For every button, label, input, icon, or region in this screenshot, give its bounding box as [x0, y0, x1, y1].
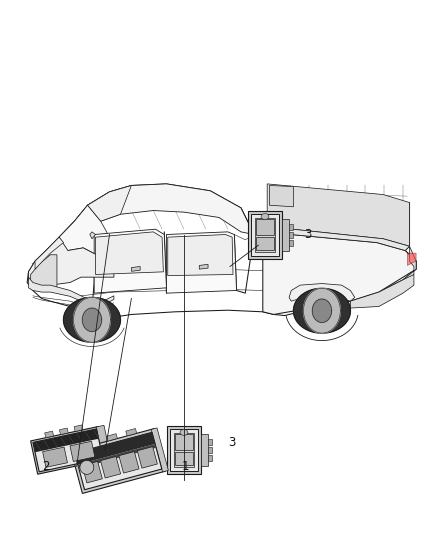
- Polygon shape: [167, 426, 201, 474]
- Polygon shape: [256, 219, 274, 235]
- Polygon shape: [101, 456, 120, 478]
- Polygon shape: [289, 231, 293, 238]
- Polygon shape: [261, 214, 269, 220]
- Polygon shape: [82, 308, 102, 332]
- Polygon shape: [64, 297, 120, 342]
- Polygon shape: [95, 232, 163, 274]
- Polygon shape: [403, 246, 416, 285]
- Polygon shape: [126, 429, 137, 436]
- Polygon shape: [350, 274, 414, 308]
- Polygon shape: [407, 253, 416, 265]
- Polygon shape: [88, 184, 254, 235]
- Polygon shape: [42, 447, 67, 467]
- Polygon shape: [208, 447, 212, 454]
- Polygon shape: [75, 432, 162, 490]
- Polygon shape: [82, 462, 102, 483]
- Polygon shape: [131, 266, 140, 271]
- Polygon shape: [33, 429, 99, 453]
- Polygon shape: [289, 284, 355, 301]
- Polygon shape: [180, 430, 188, 435]
- Polygon shape: [35, 237, 64, 269]
- Polygon shape: [33, 429, 103, 472]
- Polygon shape: [70, 441, 95, 462]
- Text: 2: 2: [42, 460, 50, 473]
- Polygon shape: [174, 433, 194, 467]
- Polygon shape: [208, 455, 212, 462]
- Polygon shape: [60, 428, 68, 434]
- Polygon shape: [59, 205, 114, 256]
- Polygon shape: [269, 185, 293, 207]
- Polygon shape: [28, 237, 114, 285]
- Text: 3: 3: [228, 436, 235, 449]
- Polygon shape: [31, 255, 57, 289]
- Text: 1: 1: [182, 460, 189, 473]
- Polygon shape: [282, 219, 289, 251]
- Polygon shape: [304, 288, 340, 333]
- Polygon shape: [75, 432, 155, 465]
- Polygon shape: [256, 237, 274, 249]
- Polygon shape: [90, 232, 95, 239]
- Polygon shape: [289, 223, 293, 230]
- Polygon shape: [96, 425, 111, 461]
- Polygon shape: [87, 439, 98, 446]
- Polygon shape: [78, 444, 156, 469]
- Polygon shape: [289, 239, 293, 246]
- Polygon shape: [263, 232, 416, 314]
- Polygon shape: [119, 451, 139, 473]
- Polygon shape: [94, 229, 166, 293]
- Polygon shape: [175, 453, 193, 465]
- Polygon shape: [208, 439, 212, 446]
- Polygon shape: [106, 434, 117, 441]
- Polygon shape: [293, 288, 350, 333]
- Polygon shape: [248, 211, 282, 259]
- Polygon shape: [74, 297, 110, 342]
- Polygon shape: [74, 425, 83, 432]
- Polygon shape: [71, 429, 166, 494]
- Polygon shape: [45, 431, 53, 438]
- Polygon shape: [168, 235, 233, 276]
- Polygon shape: [312, 299, 332, 322]
- Polygon shape: [201, 434, 208, 466]
- Polygon shape: [255, 217, 275, 252]
- Polygon shape: [263, 227, 410, 251]
- Polygon shape: [251, 214, 279, 255]
- Polygon shape: [170, 430, 198, 471]
- Polygon shape: [151, 428, 168, 472]
- Polygon shape: [27, 184, 416, 322]
- Polygon shape: [166, 232, 237, 293]
- Polygon shape: [80, 461, 94, 474]
- Polygon shape: [199, 264, 208, 269]
- Polygon shape: [137, 447, 157, 468]
- Polygon shape: [31, 426, 105, 474]
- Polygon shape: [88, 185, 131, 221]
- Polygon shape: [175, 434, 193, 450]
- Text: 3: 3: [304, 228, 312, 241]
- Polygon shape: [267, 184, 410, 246]
- Polygon shape: [28, 277, 114, 305]
